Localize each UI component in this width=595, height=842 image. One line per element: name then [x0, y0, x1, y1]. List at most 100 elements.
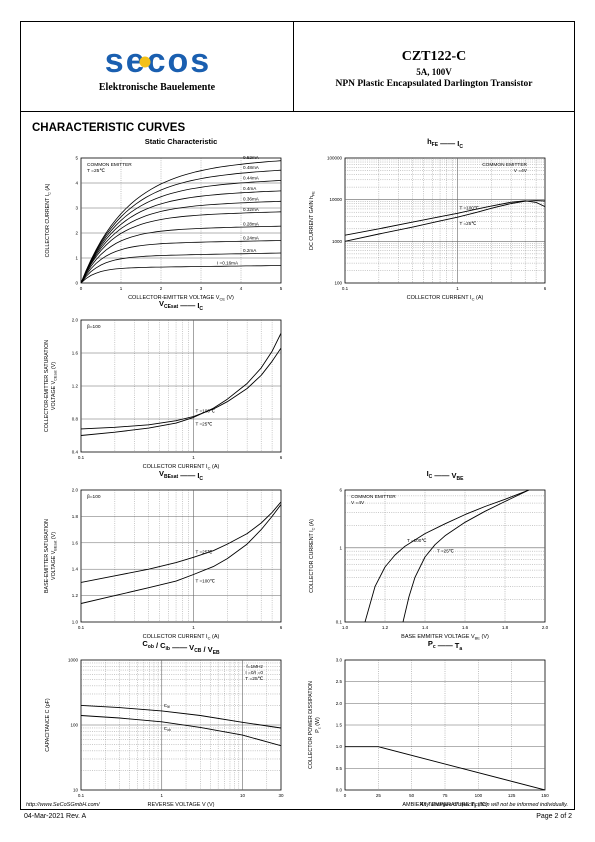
x-tick-label: 1: [192, 625, 195, 630]
y-axis-label: VOLTAGE VCEsat (V): [51, 362, 58, 410]
series-line: [345, 200, 545, 242]
y-tick-label: 1.8: [72, 514, 79, 519]
x-tick-label: 1: [120, 286, 123, 291]
plot-area: [80, 157, 282, 284]
footer-url[interactable]: http://www.SeCoSGmbH.com/: [26, 802, 100, 808]
series-label: Cob: [164, 726, 171, 732]
x-axis-label: COLLECTOR CURRENT IC (A): [407, 295, 484, 302]
y-axis-label: COLLECTOR POWER DISSIPATION: [308, 681, 314, 769]
y-tick-label: 2: [75, 231, 78, 236]
y-tick-label: 1.6: [72, 540, 79, 545]
series-label: T =25℃: [195, 549, 213, 554]
x-tick-label: 6: [544, 286, 547, 291]
ib-curve-label: 0.24mA: [243, 236, 260, 241]
x-tick-label: 2.0: [542, 625, 549, 630]
part-rating: 5A, 100V: [416, 67, 452, 77]
series-line: [81, 347, 281, 430]
ib-curve: [81, 169, 281, 283]
series-line: [81, 333, 281, 436]
chart-note: β=100: [87, 494, 101, 500]
part-description: NPN Plastic Encapsulated Darlington Tran…: [335, 79, 533, 89]
y-axis-label: DC CURRENT GAIN hFE: [309, 191, 316, 250]
series-line: [81, 504, 281, 604]
series-label: T =100℃: [459, 205, 479, 210]
chart-note: COMMON EMITTER: [482, 162, 527, 168]
chart-note: T =25℃: [245, 676, 263, 682]
y-tick-label: 0.5: [336, 766, 343, 771]
ib-curve-label: 0.48mA: [243, 165, 260, 170]
chart-svg: IC —— VBE 1.0 1.2 1.4 1.6 1.8 2.0 0.1 1 6 BASE EMM…: [309, 469, 549, 641]
ic-vbe-chart: IC —— VBE 1.0 1.2 1.4 1.6 1.8 2.0 0.1 1 6 BASE EMM…: [299, 464, 555, 646]
chart-svg: Static Characteristic 0 1 2 3 4 5 0 1 2 3 4 5 COLLECT…: [45, 137, 283, 302]
x-tick-label: 30: [278, 793, 284, 798]
company-name: Elektronische Bauelemente: [98, 82, 216, 93]
y-tick-label: 1: [75, 256, 78, 261]
series-label: T =100℃: [195, 578, 215, 583]
vbesat-ic-chart: VBEsat —— IC 0.1 1 6 1.0 1.2 1.4 1.6 1.8 2.0 COLLE…: [35, 464, 291, 646]
x-tick-label: 1.2: [382, 625, 389, 630]
page-frame: secos Elektronische Bauelemente CZT122-C…: [20, 21, 575, 810]
x-tick-label: 0.1: [342, 286, 349, 291]
chart-title: Cob / Cib —— VCB / VEB: [142, 639, 220, 656]
x-tick-label: 125: [508, 793, 516, 798]
y-axis-label: Pc (W): [315, 717, 322, 733]
y-tick-label: 0.8: [72, 417, 79, 422]
x-tick-label: 10: [240, 793, 246, 798]
ib-curve: [81, 180, 281, 283]
x-tick-label: 100: [475, 793, 483, 798]
ib-curve-label: 0.32mA: [243, 207, 260, 212]
y-tick-label: 3.0: [336, 658, 343, 663]
x-tick-label: 2: [160, 286, 163, 291]
y-tick-label: 1000: [68, 658, 79, 663]
x-tick-label: 150: [541, 793, 549, 798]
ib-curve: [81, 200, 281, 283]
series-line: [81, 704, 281, 729]
logo-accent-dot: [139, 56, 151, 68]
x-axis-label: COLLECTOR-EMITTER VOLTAGE VCE (V): [128, 295, 234, 302]
x-tick-label: 4: [240, 286, 243, 291]
y-tick-label: 1.5: [336, 723, 343, 728]
power-dissipation-chart: Pc —— Ta 0 25 50 75 100 125 150 0.0 0.5 1.0 1.5 2.0 2…: [299, 634, 555, 814]
x-tick-label: 1.0: [342, 625, 349, 630]
chart-title: VCEsat —— IC: [159, 299, 203, 312]
y-tick-label: 1000: [332, 239, 343, 244]
y-axis-label: COLLECTOR CURRENT IC (A): [309, 519, 316, 593]
y-tick-label: 100000: [327, 156, 343, 161]
series-line: [81, 501, 281, 583]
ib-curve-label: 0.28mA: [243, 221, 260, 226]
x-tick-label: 1: [456, 286, 459, 291]
chart-note: COMMON EMITTER: [351, 494, 396, 500]
y-tick-label: 4: [75, 181, 78, 186]
y-tick-label: 5: [75, 156, 78, 161]
chart-title: IC —— VBE: [427, 469, 465, 482]
x-axis-label: COLLECTOR CURRENT IC (A): [143, 464, 220, 471]
logo-wordmark: secos: [105, 49, 211, 79]
x-tick-label: 1: [192, 455, 195, 460]
ib-curve-label: 0.44mA: [243, 176, 260, 181]
chart-svg: Pc —— Ta 0 25 50 75 100 125 150 0.0 0.5 1.0 1.5 2.0 2…: [308, 639, 549, 809]
header-divider: [293, 22, 294, 111]
ib-curve-label: 0.36mA: [243, 197, 260, 202]
x-tick-label: 1.8: [502, 625, 509, 630]
y-axis-label: COLLECTOR-EMITTER SATURATION: [44, 340, 50, 432]
chart-title: VBEsat —— IC: [159, 469, 203, 482]
part-number: CZT122-C: [401, 49, 467, 64]
ib-curve-label: 0.52mA: [243, 155, 260, 160]
y-tick-label: 2.0: [72, 488, 79, 493]
chart-svg: Cob / Cib —— VCB / VEB 0.1 1 10 30 10 100 1000 R…: [45, 639, 284, 808]
ib-curve: [81, 190, 281, 283]
series-line: [345, 746, 545, 790]
y-tick-label: 0.1: [336, 620, 343, 625]
x-tick-label: 0.1: [78, 793, 85, 798]
plot-area: [344, 157, 546, 284]
header: secos Elektronische Bauelemente CZT122-C…: [21, 22, 574, 112]
chart-note: V =4V: [351, 500, 365, 506]
footer-note: Any changes of specification will not be…: [419, 802, 568, 808]
y-tick-label: 10: [73, 788, 79, 793]
chart-title: Static Characteristic: [145, 137, 218, 146]
x-tick-label: 25: [376, 793, 382, 798]
y-axis-label: BASE-EMITTER SATURATION: [44, 519, 50, 593]
page-number: Page 2 of 2: [536, 813, 572, 820]
ib-curve-label: I =0.16mA: [217, 260, 239, 265]
series-label: Cib: [164, 703, 170, 709]
